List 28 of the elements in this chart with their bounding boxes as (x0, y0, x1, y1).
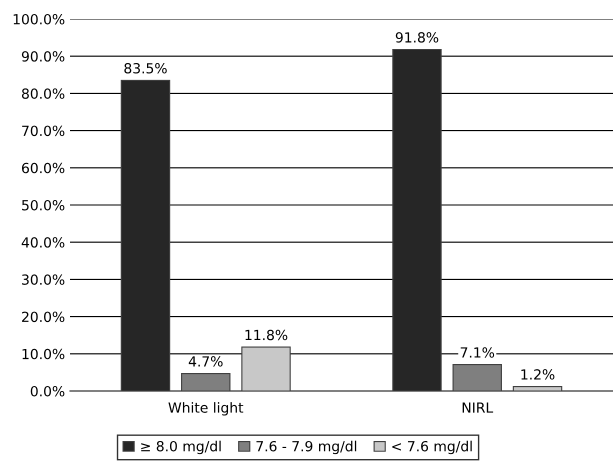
data-label: 83.5% (124, 63, 167, 74)
bar (452, 364, 502, 391)
data-label: 91.8% (396, 32, 438, 43)
x-tick-label: White light (168, 402, 244, 416)
bar (241, 346, 291, 391)
bar (181, 372, 230, 391)
data-label: 4.7% (188, 356, 223, 367)
bar (120, 80, 170, 391)
legend-label: ≥ 8.0 mg/dl (141, 440, 221, 454)
data-label: 1.2% (521, 369, 554, 380)
y-tick-label: 30.0% (22, 274, 64, 285)
y-tick-label: 60.0% (22, 162, 64, 174)
bar (512, 386, 562, 391)
y-tick-label: 90.0% (22, 51, 64, 62)
data-label: 7.1% (460, 347, 494, 358)
y-tick-label: 0.0% (30, 386, 64, 396)
legend-label: < 7.6 mg/dl (392, 440, 472, 454)
y-tick-label: 80.0% (22, 88, 64, 99)
y-tick-label: 70.0% (22, 126, 64, 136)
y-tick-label: 100.0% (14, 14, 64, 24)
y-tick-label: 50.0% (22, 200, 64, 210)
y-tick-label: 10.0% (22, 348, 64, 360)
x-tick-label: NIRL (462, 402, 494, 413)
y-tick-label: 20.0% (22, 312, 64, 322)
legend-label: 7.6 - 7.9 mg/dl (256, 440, 356, 454)
bar (392, 48, 442, 391)
data-label: 11.8% (245, 330, 288, 340)
y-tick-label: 40.0% (22, 237, 64, 248)
